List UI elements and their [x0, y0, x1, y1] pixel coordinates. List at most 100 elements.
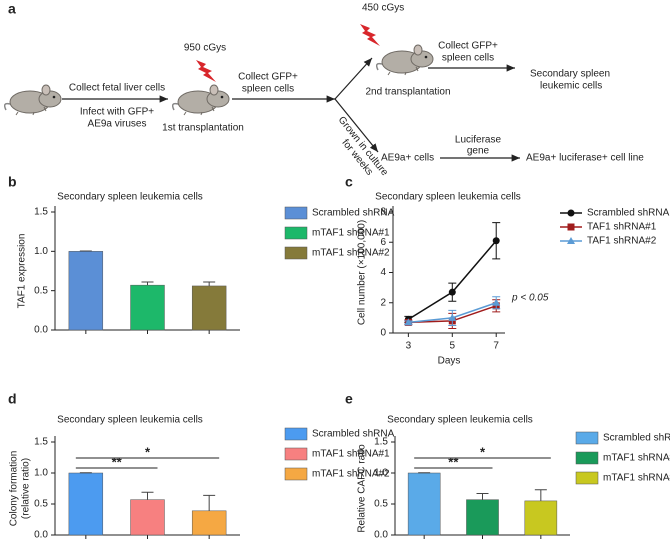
- step-label: AE9a+ cells: [381, 153, 434, 164]
- y-tick-label: 0.5: [374, 499, 388, 510]
- legend-label: mTAF1 shRNA#2: [312, 248, 390, 259]
- panel-label: b: [8, 174, 17, 190]
- panel-label: d: [8, 391, 17, 407]
- chart-title: Secondary spleen leukemia cells: [387, 415, 533, 426]
- y-tick-label: 1.0: [34, 468, 48, 479]
- x-tick-label: 7: [493, 341, 499, 352]
- legend-swatch: [284, 427, 308, 441]
- legend-label: mTAF1 shRNA#2: [603, 473, 670, 484]
- marker: [448, 313, 457, 321]
- panel-label: a: [8, 1, 16, 17]
- error-bar: [141, 281, 154, 286]
- y-tick-label: 1.5: [374, 437, 388, 448]
- bar: [68, 472, 104, 536]
- marker: [404, 318, 413, 326]
- y-axis-label: Cell number (×100,000): [357, 220, 368, 325]
- significance-label: **: [112, 454, 123, 469]
- arrow: [334, 57, 373, 100]
- error-bar: [203, 281, 216, 286]
- legend-swatch: [284, 467, 308, 481]
- mouse-icon: [173, 85, 229, 115]
- panel-label: e: [345, 391, 353, 407]
- mouse-icon: [5, 85, 61, 115]
- legend-swatch: [284, 206, 308, 220]
- step-label: spleen cells: [442, 53, 494, 64]
- legend-label: Scrambled shRNA: [587, 208, 670, 219]
- legend-label: mTAF1 shRNA#1: [603, 453, 670, 464]
- y-axis-label: (relative ratio): [21, 458, 32, 519]
- arrow: [334, 98, 379, 153]
- legend-swatch: [284, 246, 308, 260]
- significance-label: *: [145, 444, 151, 459]
- step-label: AE9a+ luciferase+ cell line: [526, 153, 644, 164]
- bar: [130, 499, 165, 536]
- step-label: 1st transplantation: [162, 123, 244, 134]
- step-label: Collect GFP+: [438, 41, 498, 52]
- y-tick-label: 6: [380, 237, 386, 248]
- y-tick-label: 1.0: [34, 246, 48, 257]
- step-label: 2nd transplantation: [365, 87, 450, 98]
- panel-label: c: [345, 174, 353, 190]
- bar: [466, 499, 499, 536]
- legend-label: mTAF1 shRNA#1: [312, 228, 390, 239]
- y-axis-label: TAF1 expression: [17, 234, 28, 309]
- y-tick-label: 8: [380, 207, 386, 218]
- bar: [191, 285, 227, 331]
- bar: [68, 251, 104, 331]
- error-bar: [203, 494, 216, 511]
- y-tick-label: 4: [380, 267, 386, 278]
- bar: [407, 472, 441, 536]
- y-tick-label: 0.0: [374, 530, 388, 541]
- legend-swatch: [575, 451, 599, 465]
- step-label: Collect GFP+: [238, 72, 298, 83]
- legend-label: mTAF1 shRNA#1: [312, 449, 390, 460]
- y-tick-label: 2: [380, 297, 386, 308]
- step-label: Secondary spleen: [530, 69, 610, 80]
- legend-label: TAF1 shRNA#2: [587, 236, 657, 247]
- y-tick-label: 0.0: [34, 325, 48, 336]
- x-tick-label: 3: [406, 341, 412, 352]
- irradiation-icon: [360, 24, 380, 46]
- legend-swatch: [575, 471, 599, 485]
- y-tick-label: 1.5: [34, 207, 48, 218]
- legend-label: Scrambled shRNA: [312, 429, 395, 440]
- step-label: Luciferase: [455, 135, 502, 146]
- y-tick-label: 0.0: [34, 530, 48, 541]
- step-label: Infect with GFP+: [80, 107, 154, 118]
- significance-label: **: [448, 454, 459, 469]
- significance-label: *: [480, 444, 486, 459]
- bar: [524, 500, 558, 536]
- y-tick-label: 1.5: [34, 437, 48, 448]
- marker: [492, 298, 501, 306]
- y-tick-label: 0.5: [34, 499, 48, 510]
- bar: [191, 510, 227, 536]
- y-tick-label: 0.5: [34, 285, 48, 296]
- step-label: spleen cells: [242, 84, 294, 95]
- step-label: Collect fetal liver cells: [69, 83, 165, 94]
- error-bar: [141, 491, 154, 500]
- legend-label: TAF1 shRNA#1: [587, 222, 657, 233]
- marker: [567, 237, 575, 244]
- step-label: leukemic cells: [540, 81, 602, 92]
- chart-title: Secondary spleen leukemia cells: [57, 415, 203, 426]
- chart-title: Secondary spleen leukemia cells: [57, 192, 203, 203]
- dose-label: 950 cGys: [184, 43, 226, 54]
- marker: [448, 288, 456, 296]
- legend-swatch: [575, 431, 599, 445]
- step-label: AE9a viruses: [88, 119, 147, 130]
- legend-label: Scrambled shRNA: [312, 208, 395, 219]
- marker: [567, 209, 575, 217]
- legend-swatch: [284, 447, 308, 461]
- mouse-icon: [377, 45, 433, 75]
- irradiation-icon: [196, 60, 216, 82]
- error-bar: [534, 489, 547, 501]
- annotation: p < 0.05: [511, 293, 549, 304]
- bar: [130, 284, 165, 331]
- schematic: a Collect fetal liver cells Infect with …: [5, 1, 644, 178]
- y-axis-label: Colony formation: [9, 451, 20, 527]
- dose-label: 450 cGys: [362, 3, 404, 14]
- marker: [567, 223, 575, 231]
- x-tick-label: 5: [450, 341, 456, 352]
- error-bar: [476, 492, 489, 500]
